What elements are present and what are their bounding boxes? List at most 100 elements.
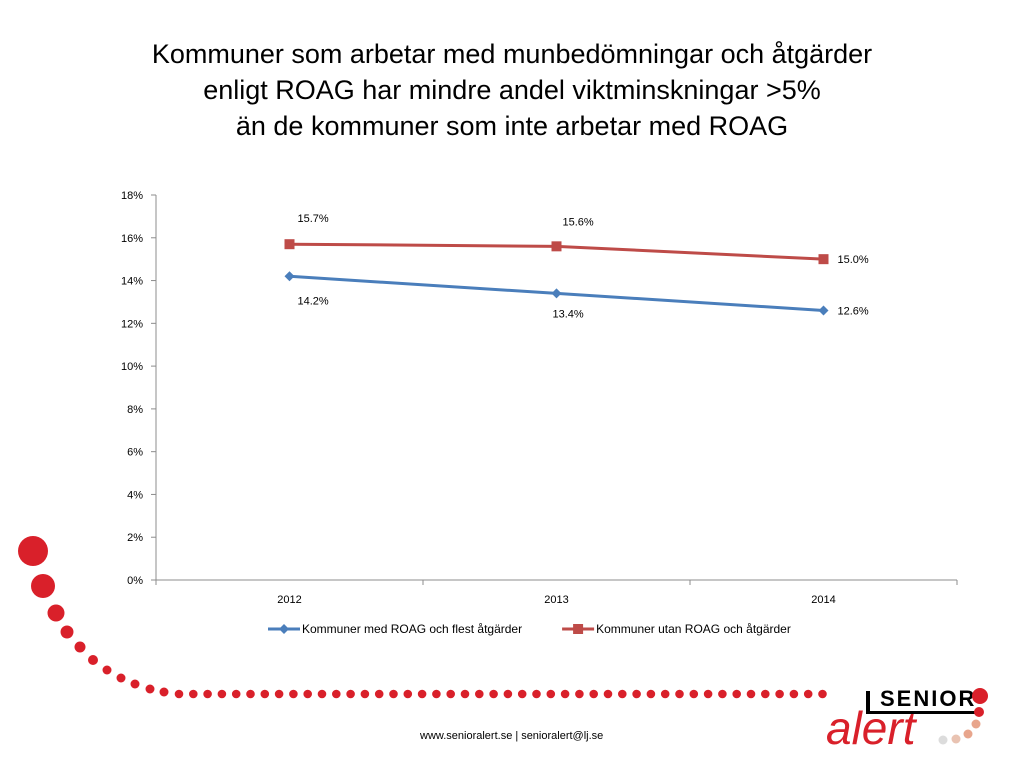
decor-dot bbox=[775, 689, 784, 699]
x-tick-label: 2014 bbox=[811, 594, 835, 606]
decor-dot bbox=[260, 689, 270, 699]
footer-email[interactable]: senioralert@lj.se bbox=[521, 730, 604, 742]
decor-dot bbox=[503, 689, 513, 699]
y-tick-label: 0% bbox=[127, 575, 143, 587]
decor-dot bbox=[189, 689, 198, 699]
data-label: 13.4% bbox=[553, 308, 584, 320]
decor-dot bbox=[346, 689, 355, 699]
logo-dot bbox=[971, 719, 981, 729]
logo-dots-icon bbox=[938, 688, 988, 745]
data-point-marker bbox=[551, 241, 562, 252]
data-label: 12.6% bbox=[838, 306, 869, 318]
decor-dot bbox=[575, 689, 584, 699]
decor-dot bbox=[417, 689, 427, 699]
footer-website[interactable]: www.senioralert.se bbox=[420, 730, 513, 742]
data-point-marker bbox=[818, 254, 829, 265]
logo-bar-icon bbox=[866, 691, 978, 714]
y-tick-label: 10% bbox=[121, 361, 143, 373]
decor-dot bbox=[217, 689, 227, 699]
logo-word-senior: SENIOR bbox=[880, 686, 976, 711]
decor-dot bbox=[231, 689, 241, 699]
decor-dot bbox=[389, 689, 398, 699]
logo-dot bbox=[951, 734, 961, 744]
logo-bar-left bbox=[866, 691, 870, 713]
decor-dot bbox=[761, 689, 770, 699]
legend-label: Kommuner med ROAG och flest åtgärder bbox=[302, 622, 522, 636]
title-line-1: Kommuner som arbetar med munbedömningar … bbox=[151, 39, 873, 69]
logo-underline bbox=[866, 711, 978, 714]
decor-dot bbox=[532, 689, 541, 699]
decor-dot bbox=[332, 689, 341, 699]
title-line-3: än de kommuner som inte arbetar med ROAG bbox=[235, 111, 789, 141]
decor-dot bbox=[360, 689, 370, 699]
decor-dot bbox=[174, 689, 184, 699]
decor-dot bbox=[517, 689, 527, 699]
chart-series: 14.2% 13.4% 12.6% 15.7% 15.6% 15.0% bbox=[284, 213, 869, 320]
decor-dot bbox=[675, 689, 684, 699]
logo-dot bbox=[974, 707, 984, 717]
decor-dot bbox=[446, 689, 456, 699]
logo-dot bbox=[972, 688, 988, 704]
legend-swatch-marker bbox=[279, 624, 289, 634]
logo-dot bbox=[938, 735, 948, 745]
decor-dot bbox=[475, 689, 484, 699]
x-tick-label: 2013 bbox=[544, 594, 568, 606]
decor-dot bbox=[374, 689, 384, 699]
decor-dot bbox=[589, 689, 598, 699]
legend-swatch-marker bbox=[573, 624, 584, 634]
footer-contact: www.senioralert.se | senioralert@lj.se bbox=[420, 730, 603, 742]
y-tick-label: 6% bbox=[127, 447, 143, 459]
decor-dot bbox=[646, 689, 656, 699]
decor-dot bbox=[74, 641, 86, 653]
decor-dot bbox=[789, 689, 799, 699]
decor-dot bbox=[246, 689, 255, 699]
decor-dot bbox=[159, 687, 169, 697]
decor-dot bbox=[203, 689, 212, 699]
y-tick-label: 12% bbox=[121, 318, 143, 330]
y-tick-label: 2% bbox=[127, 532, 143, 544]
chart-legend: Kommuner med ROAG och flest åtgärder Komm… bbox=[268, 622, 791, 636]
data-label: 15.0% bbox=[838, 254, 869, 266]
decor-dot bbox=[618, 689, 627, 699]
decor-dot bbox=[546, 689, 556, 699]
y-tick-label: 4% bbox=[127, 489, 143, 501]
data-point-marker bbox=[551, 288, 562, 299]
decor-dot bbox=[403, 689, 413, 699]
decor-dot bbox=[145, 684, 155, 694]
footer-separator: | bbox=[515, 730, 519, 742]
decor-dot bbox=[703, 689, 713, 699]
decor-dot bbox=[102, 665, 112, 675]
y-tick-label: 8% bbox=[127, 404, 143, 416]
decor-dot bbox=[88, 655, 98, 665]
logo-word-alert: alert bbox=[826, 702, 918, 754]
decor-dot bbox=[60, 625, 74, 639]
y-tick-label: 18% bbox=[121, 190, 143, 202]
decor-dot bbox=[31, 574, 55, 598]
chart-axes: 0% 2% 4% 6% 8% 10% 12% 14% 16% 18% 2012 2013 2014 bbox=[121, 190, 958, 606]
decorative-dot-trail bbox=[18, 536, 827, 699]
decor-dot bbox=[746, 689, 756, 699]
decor-dot bbox=[732, 689, 741, 699]
slide-title: Kommuner som arbetar med munbedömningar … bbox=[40, 36, 984, 144]
decor-dot bbox=[18, 536, 48, 566]
decor-dot bbox=[274, 689, 284, 699]
y-tick-label: 14% bbox=[121, 276, 143, 288]
decor-dot bbox=[603, 689, 613, 699]
decor-dot bbox=[432, 689, 441, 699]
legend-label: Kommuner utan ROAG och åtgärder bbox=[596, 622, 791, 636]
data-point-marker bbox=[284, 271, 295, 282]
data-label: 15.7% bbox=[298, 213, 329, 225]
data-label: 15.6% bbox=[563, 216, 594, 228]
decor-dot bbox=[689, 689, 699, 699]
decor-dot bbox=[317, 689, 327, 699]
data-point-marker bbox=[818, 305, 829, 316]
decor-dot bbox=[803, 689, 813, 699]
decor-dot bbox=[818, 689, 827, 699]
logo-dot bbox=[963, 729, 973, 739]
data-point-marker bbox=[284, 239, 295, 250]
title-line-2: enligt ROAG har mindre andel viktminskni… bbox=[203, 75, 821, 105]
decor-dot bbox=[289, 689, 298, 699]
decor-dot bbox=[718, 689, 727, 699]
